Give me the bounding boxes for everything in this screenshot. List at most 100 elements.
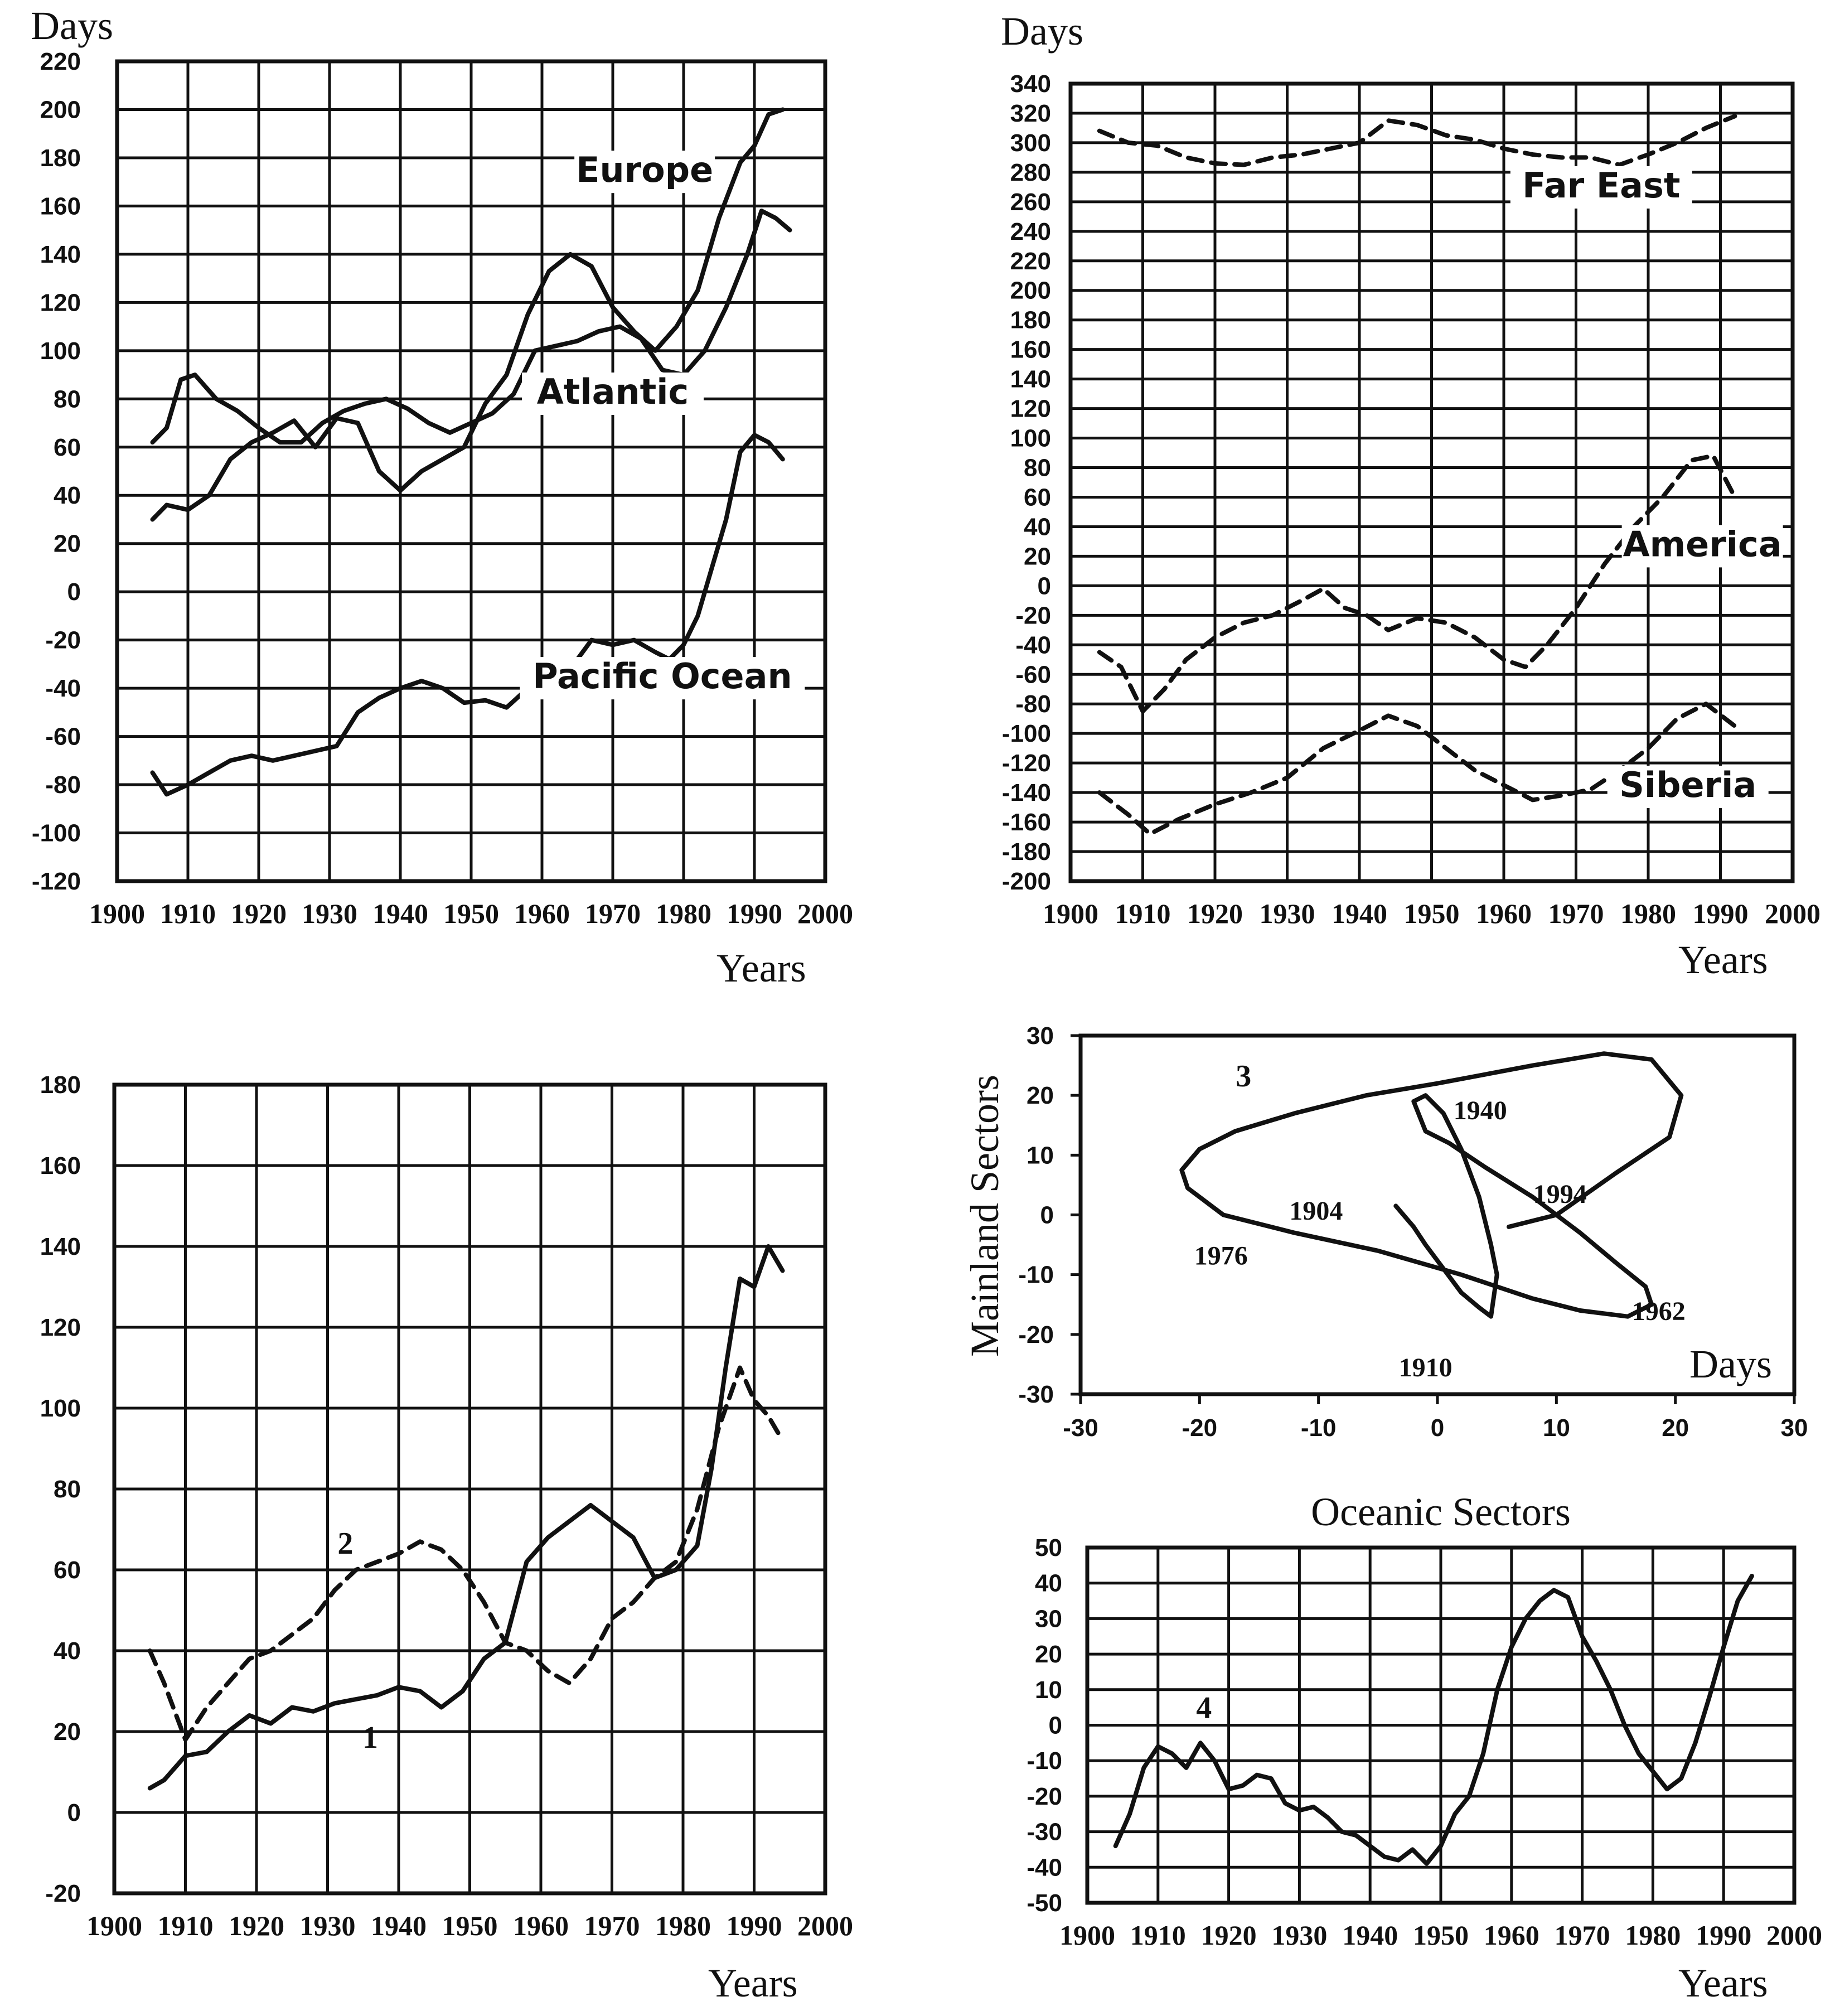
x-axis-title: Years [1678, 937, 1768, 982]
x-tick-label: 1950 [442, 1910, 498, 1941]
series-label-background [522, 372, 704, 415]
x-tick-label: 1900 [1059, 1920, 1115, 1951]
y-tick-label: 220 [40, 48, 81, 75]
x-tick-label: 1980 [1625, 1920, 1681, 1951]
x-tick-label: 2000 [797, 1910, 853, 1941]
y-tick-label: 160 [40, 1152, 81, 1179]
year-annotation: 1976 [1194, 1241, 1248, 1270]
y-tick-label: -180 [1002, 838, 1051, 866]
x-tick-label: 1930 [1260, 898, 1315, 929]
y-tick-label: 40 [54, 482, 81, 509]
series-line-pacific-ocean [150, 433, 785, 797]
x-tick-label: 1910 [1115, 898, 1171, 929]
y-tick-label: -120 [32, 868, 81, 895]
chart-panel-far-east-america-siberia: -200-180-160-140-120-100-80-60-40-200204… [1001, 9, 1821, 982]
y-tick-label: 140 [40, 1233, 81, 1260]
y-tick-label: 220 [1010, 248, 1051, 275]
x-tick-label: 1970 [584, 1910, 640, 1941]
series-label: 1 [362, 1720, 378, 1755]
y-tick-label: -10 [1018, 1261, 1054, 1289]
y-tick-label: 80 [54, 385, 81, 413]
x-tick-label: 2000 [797, 898, 853, 929]
x-tick-label: 1980 [655, 1910, 711, 1941]
y-tick-label: 10 [1035, 1676, 1062, 1704]
y-tick-label: 180 [1010, 307, 1051, 334]
y-tick-label: -30 [1018, 1381, 1054, 1408]
y-tick-label: -120 [1002, 750, 1051, 777]
y-tick-label: 20 [54, 1718, 81, 1746]
y-tick-label: 20 [1035, 1641, 1062, 1668]
series-label: 3 [1236, 1059, 1251, 1094]
y-tick-label: -60 [1015, 661, 1051, 688]
y-tick-label: 30 [1027, 1022, 1054, 1050]
x-tick-label: 1990 [1693, 898, 1749, 929]
y-tick-label: 0 [1040, 1202, 1054, 1229]
y-tick-label: -160 [1002, 809, 1051, 836]
y-tick-label: 50 [1035, 1534, 1062, 1561]
series-label-background [574, 151, 715, 194]
x-tick-label: 1950 [443, 898, 499, 929]
y-tick-label: 20 [54, 530, 81, 558]
y-tick-label: -20 [1027, 1783, 1062, 1810]
x-tick-label: 1980 [1620, 898, 1676, 929]
y-tick-label: 40 [1024, 513, 1051, 540]
x-tick-label: 1990 [1696, 1920, 1751, 1951]
x-tick-label: 1960 [1476, 898, 1532, 929]
x-tick-label: -10 [1301, 1414, 1337, 1442]
y-tick-label: 40 [1035, 1570, 1062, 1597]
x-tick-label: 2000 [1766, 1920, 1822, 1951]
y-tick-label: 0 [67, 578, 81, 606]
y-tick-label: -80 [45, 771, 81, 799]
series-line-1 [147, 1244, 785, 1791]
plot-frame [1085, 1545, 1797, 1905]
series-line-siberia [1097, 702, 1737, 837]
y-tick-label: 140 [1010, 366, 1051, 393]
x-tick-label: 1910 [160, 898, 216, 929]
plot-frame [115, 59, 827, 883]
x-tick-label: -30 [1063, 1414, 1098, 1442]
y-tick-label: 140 [40, 241, 81, 268]
x-tick-label: 1960 [513, 1910, 569, 1941]
series-label: Far East [1522, 165, 1680, 206]
x-tick-label: 1940 [1332, 898, 1387, 929]
x-tick-label: 1920 [231, 898, 287, 929]
x-tick-label: 1920 [1201, 1920, 1257, 1951]
x-tick-label: 1900 [1043, 898, 1098, 929]
y-tick-label: 0 [67, 1799, 81, 1826]
y-tick-label: 120 [40, 289, 81, 316]
y-tick-label: -10 [1027, 1747, 1062, 1775]
y-tick-label: 20 [1027, 1082, 1054, 1109]
y-tick-label: 240 [1010, 218, 1051, 245]
series-label-background [1621, 525, 1783, 568]
year-annotation: 1962 [1632, 1297, 1686, 1326]
x-tick-label: 0 [1431, 1414, 1444, 1442]
y-tick-label: 120 [40, 1314, 81, 1341]
x-tick-label: 1950 [1413, 1920, 1469, 1951]
series-label: Pacific Ocean [532, 656, 792, 697]
x-tick-label: 1920 [1187, 898, 1243, 929]
x-tick-label: 1900 [89, 898, 145, 929]
y-tick-label: 30 [1035, 1605, 1062, 1632]
x-tick-label: 1960 [1484, 1920, 1539, 1951]
x-tick-label: 1960 [514, 898, 570, 929]
y-tick-label: 320 [1010, 100, 1051, 127]
y-tick-label: 60 [54, 434, 81, 461]
y-axis-title: Days [1001, 9, 1083, 54]
x-axis-title: Years [708, 1961, 798, 2005]
y-tick-label: 0 [1038, 572, 1051, 600]
y-tick-label: 340 [1010, 70, 1051, 98]
x-tick-label: 1920 [229, 1910, 284, 1941]
x-axis-title: Days [1689, 1342, 1772, 1386]
year-annotation: 1910 [1399, 1353, 1452, 1382]
series-label: Siberia [1619, 765, 1756, 805]
y-tick-label: -100 [32, 820, 81, 847]
plot-frame [1078, 1033, 1797, 1396]
x-tick-label: 10 [1543, 1414, 1570, 1442]
chart-title: Oceanic Sectors [1311, 1490, 1571, 1534]
y-tick-label: 280 [1010, 159, 1051, 186]
x-tick-label: 1990 [727, 898, 782, 929]
chart-panel-europe-atlantic-pacific: -120 -100 -80 -60 -40 -20 0 20 40 60 80 100 120 140 16… [31, 3, 853, 990]
y-tick-label: 180 [40, 144, 81, 172]
y-tick-label: 200 [1010, 277, 1051, 304]
plot-frame [1068, 81, 1795, 883]
